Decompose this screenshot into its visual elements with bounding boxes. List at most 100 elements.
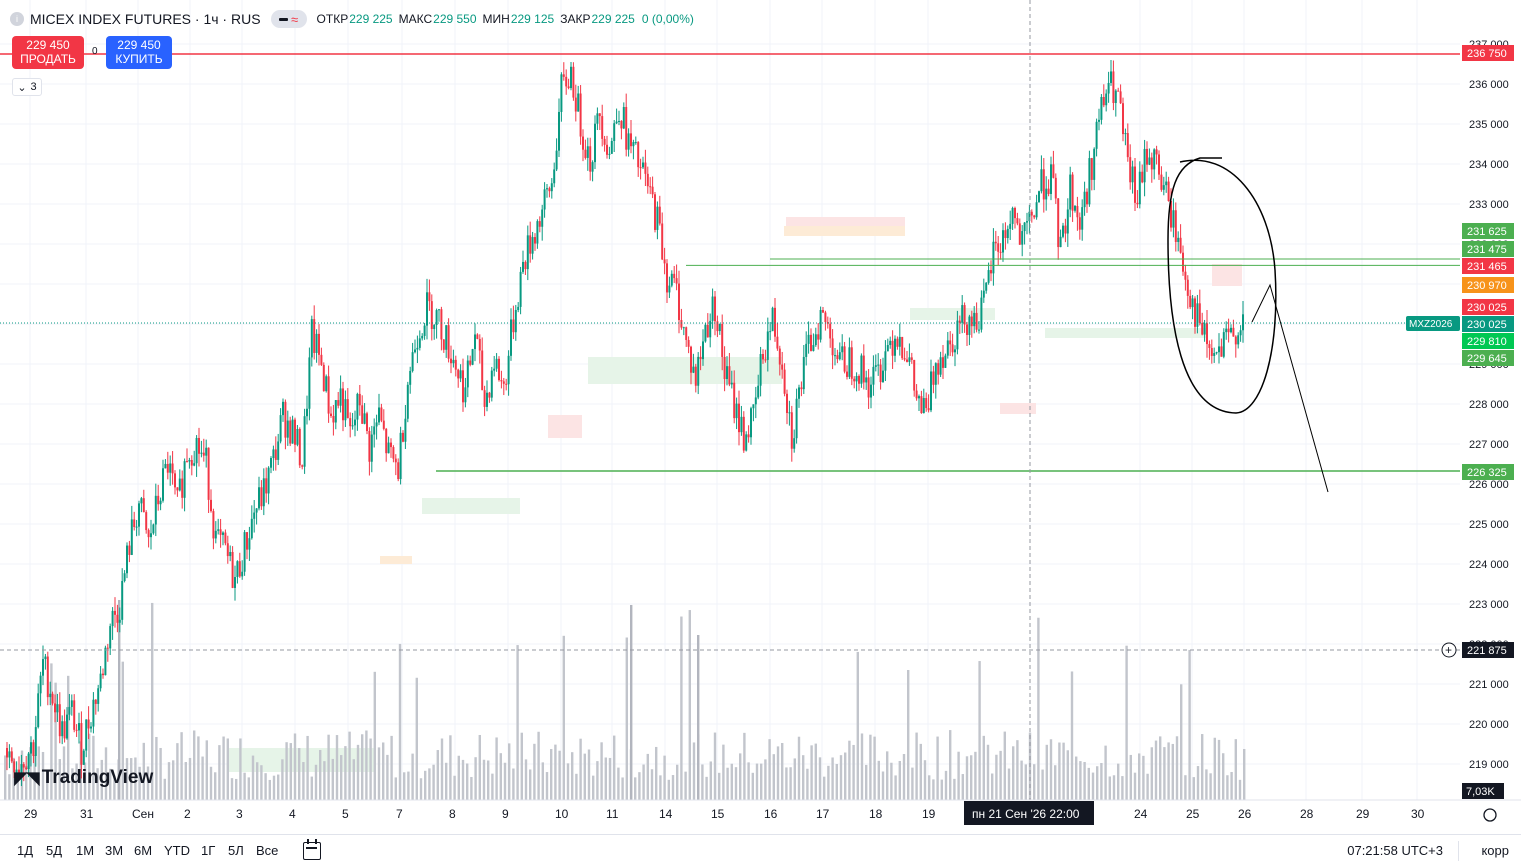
candle-body — [440, 309, 443, 340]
candle-body — [1069, 174, 1072, 210]
candle-body — [651, 186, 654, 195]
candle-body — [656, 206, 659, 230]
volume-bar — [894, 775, 897, 800]
candle-body — [262, 478, 265, 507]
candle-body — [126, 545, 128, 574]
x-tick-label: 3 — [236, 807, 243, 821]
adjustment-button[interactable]: корр — [1481, 843, 1509, 858]
volume-bar — [550, 749, 553, 800]
calendar-icon[interactable] — [303, 839, 321, 860]
plus-circle-icon[interactable] — [1441, 642, 1457, 658]
candle-body — [858, 376, 860, 384]
candle-body — [682, 327, 685, 329]
wave-icon: ≈ — [290, 11, 299, 27]
volume-bar — [1217, 739, 1221, 800]
price-tag[interactable] — [1462, 299, 1514, 315]
volume-bar — [361, 734, 364, 800]
candle-body — [942, 357, 944, 368]
candle-body — [1016, 218, 1019, 224]
volume-bar — [659, 775, 662, 800]
sell-button[interactable]: 229 450 ПРОДАТЬ — [12, 36, 84, 69]
range-5y-button[interactable]: 5Л — [228, 843, 244, 858]
candle-body — [646, 173, 649, 187]
candle-body — [1242, 314, 1244, 331]
range-1d-button[interactable]: 1Д — [17, 843, 34, 858]
price-tag[interactable] — [1462, 464, 1514, 480]
candle-body — [142, 498, 145, 513]
candle-body — [538, 221, 541, 227]
buy-button[interactable]: 229 450 КУПИТЬ — [106, 36, 172, 69]
candle-body — [562, 74, 565, 77]
candle-body — [58, 704, 61, 737]
candle-body — [1141, 171, 1144, 183]
range-5d-button[interactable]: 5Д — [46, 843, 63, 858]
price-tag[interactable] — [1462, 350, 1514, 366]
range-1y-button[interactable]: 1Г — [201, 843, 216, 858]
range-6m-button[interactable]: 6М — [134, 843, 153, 858]
price-tag[interactable] — [1462, 277, 1514, 293]
volume-bar — [898, 760, 901, 800]
candle-body — [1126, 133, 1129, 158]
y-tick-label: 228 000 — [1469, 399, 1509, 411]
candle-body — [685, 327, 688, 340]
volume-bar — [474, 757, 477, 800]
volume-bar — [650, 769, 654, 800]
candle-body — [1138, 171, 1141, 205]
range-all-button[interactable]: Все — [256, 843, 279, 858]
candle-body — [930, 371, 932, 411]
price-tag[interactable] — [1462, 258, 1514, 274]
candle-body — [985, 282, 988, 291]
candle-body — [999, 251, 1002, 253]
candle-body — [956, 320, 959, 350]
symbol-title[interactable]: MICEX INDEX FUTURES · 1ч · RUS — [30, 11, 261, 27]
volume-bar — [62, 746, 66, 800]
candle-body — [1047, 188, 1050, 194]
drawing-ellipse[interactable] — [1167, 157, 1277, 414]
candle-body — [937, 363, 940, 375]
info-icon[interactable]: i — [10, 12, 24, 26]
candle-body — [1074, 205, 1076, 211]
candle-body — [577, 93, 580, 112]
candle-body — [872, 366, 875, 385]
range-ytd-button[interactable]: YTD — [164, 843, 190, 858]
volume-bar — [382, 742, 385, 800]
range-1m-button[interactable]: 1М — [76, 843, 95, 858]
volume-bar — [533, 743, 536, 800]
volume-bar — [1020, 760, 1023, 800]
candle-body — [1002, 230, 1004, 253]
candle-body — [1021, 231, 1024, 245]
candle-body — [332, 416, 335, 423]
price-tag[interactable] — [1462, 333, 1514, 349]
price-tag[interactable] — [1462, 45, 1514, 61]
candle-body — [114, 610, 116, 615]
candle-body — [483, 390, 486, 407]
settings-gear-icon[interactable] — [1483, 808, 1497, 822]
volume-bar — [676, 764, 679, 800]
indicators-collapse-button[interactable]: ⌄ 3 — [12, 78, 42, 96]
candle-body — [644, 162, 647, 174]
y-tick-label: 220 000 — [1469, 719, 1509, 731]
volume-bar — [520, 732, 523, 800]
volume-bar — [802, 755, 805, 800]
tradingview-logo[interactable]: ◤◥ TradingView — [14, 767, 153, 789]
candle-body — [1026, 221, 1028, 223]
range-3m-button[interactable]: 3М — [105, 843, 124, 858]
volume-bar — [109, 768, 112, 800]
candle-body — [1076, 205, 1079, 218]
x-tick-label: 25 — [1186, 807, 1200, 821]
price-tag[interactable] — [1462, 241, 1514, 257]
volume-bar — [331, 758, 334, 800]
market-status-toggle[interactable]: ≈ — [270, 10, 307, 28]
candle-body — [433, 325, 436, 330]
volume-bar — [16, 776, 19, 800]
candle-body — [519, 271, 522, 307]
drawing-trend-line[interactable] — [1251, 283, 1329, 493]
volume-bar — [1062, 742, 1065, 800]
candle-body — [294, 419, 296, 445]
candle-body — [889, 340, 892, 346]
price-tag[interactable] — [1462, 316, 1514, 332]
candle-body — [1201, 322, 1204, 335]
clock-readout[interactable]: 07:21:58 UTC+3 — [1347, 843, 1443, 858]
price-tag[interactable] — [1462, 223, 1514, 239]
